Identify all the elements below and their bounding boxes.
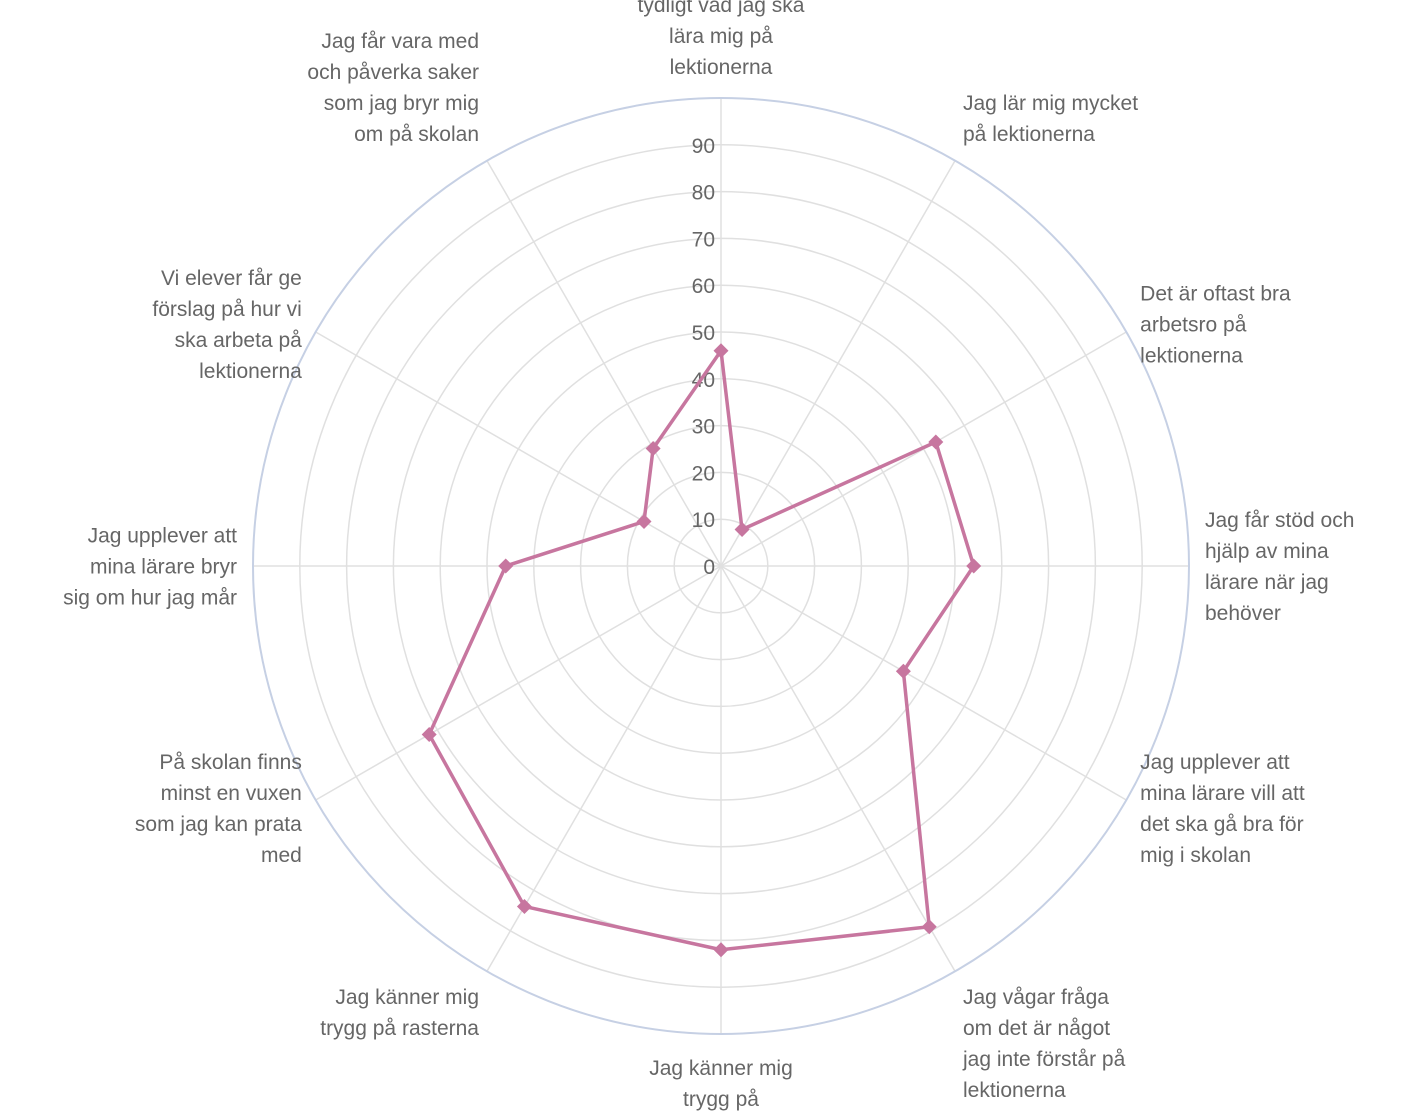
data-point-2[interactable] bbox=[928, 434, 944, 450]
series-line-0 bbox=[427, 348, 976, 952]
spoke-1 bbox=[720, 160, 956, 567]
data-point-6[interactable] bbox=[713, 942, 729, 958]
data-point-8[interactable] bbox=[421, 726, 437, 742]
data-point-4[interactable] bbox=[895, 663, 911, 679]
tick-label-80: 80 bbox=[692, 182, 715, 205]
spoke-11 bbox=[486, 160, 722, 567]
tick-label-50: 50 bbox=[692, 322, 715, 345]
tick-label-10: 10 bbox=[692, 509, 715, 532]
tick-label-30: 30 bbox=[692, 416, 715, 439]
spoke-4 bbox=[720, 565, 1127, 801]
tick-label-70: 70 bbox=[692, 228, 715, 251]
category-label-3: Jag får stöd och hjälp av mina lärare när … bbox=[1205, 509, 1354, 625]
radar-grid bbox=[252, 97, 1190, 1035]
outer-ring bbox=[252, 97, 1190, 1035]
spoke-10 bbox=[315, 331, 722, 567]
data-point-10[interactable] bbox=[636, 514, 652, 530]
category-label-7: Jag känner mig trygg på rasterna bbox=[320, 986, 479, 1040]
data-point-11[interactable] bbox=[645, 440, 661, 456]
category-labels: Mina lärare gör dettydligt vad jag skalä… bbox=[63, 0, 1354, 1113]
category-label-9: Jag upplever att mina lärare bryr sig om h… bbox=[63, 524, 237, 609]
series-layer bbox=[421, 343, 982, 958]
category-label-2: Det är oftast bra arbetsro på lektionerna bbox=[1140, 282, 1291, 367]
spoke-8 bbox=[315, 565, 722, 801]
data-point-0[interactable] bbox=[713, 343, 729, 359]
spoke-5 bbox=[720, 565, 956, 972]
tick-label-20: 20 bbox=[692, 462, 715, 485]
category-label-1: Jag lär mig mycket på lektionerna bbox=[963, 92, 1138, 146]
category-label-0: Mina lärare gör dettydligt vad jag skalä… bbox=[633, 0, 809, 79]
tick-label-90: 90 bbox=[692, 135, 715, 158]
category-label-5: Jag vågar fråga om det är något jag inte f… bbox=[962, 986, 1126, 1102]
data-point-3[interactable] bbox=[966, 558, 982, 574]
data-point-9[interactable] bbox=[498, 558, 514, 574]
data-point-7[interactable] bbox=[516, 898, 532, 914]
tick-label-0: 0 bbox=[703, 556, 715, 579]
data-point-1[interactable] bbox=[734, 522, 750, 538]
category-label-11: Jag får vara med och påverka saker som jag… bbox=[307, 30, 479, 146]
data-point-5[interactable] bbox=[921, 919, 937, 935]
category-label-8: På skolan finns minst en vuxen som jag kan… bbox=[135, 751, 302, 867]
category-label-4: Jag upplever att mina lärare vill att det … bbox=[1140, 751, 1305, 867]
tick-label-60: 60 bbox=[692, 275, 715, 298]
category-label-10: Vi elever får ge förslag på hur vi ska arb… bbox=[152, 267, 302, 383]
